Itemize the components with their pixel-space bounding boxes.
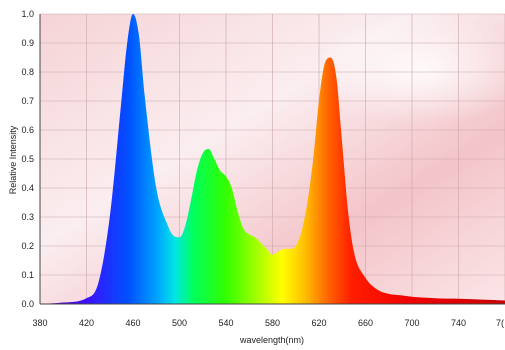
spectrum-area <box>40 14 505 304</box>
x-tick-label: 620 <box>311 318 326 328</box>
y-tick-label: 0.0 <box>21 299 34 309</box>
spectrum-area-layer <box>40 14 505 304</box>
y-tick-label: 0.2 <box>21 241 34 251</box>
x-tick-label: 460 <box>125 318 140 328</box>
x-tick-label: 500 <box>172 318 187 328</box>
x-tick-label: 380 <box>32 318 47 328</box>
y-tick-label: 1.0 <box>21 9 34 19</box>
x-tick-label: 740 <box>451 318 466 328</box>
y-tick-label: 0.1 <box>21 270 34 280</box>
y-tick-label: 0.7 <box>21 96 34 106</box>
x-tick-label: 700 <box>404 318 419 328</box>
y-tick-label: 0.9 <box>21 38 34 48</box>
y-tick-label: 0.3 <box>21 212 34 222</box>
y-tick-label: 0.5 <box>21 154 34 164</box>
background-glare <box>310 15 505 125</box>
y-tick-label: 0.6 <box>21 125 34 135</box>
axes: 0.0 0.1 0.2 0.3 0.4 0.5 0.6 0.7 0.8 0.9 1.0 380 420 4… <box>21 9 505 328</box>
x-tick-label: 540 <box>218 318 233 328</box>
x-tick-label: 580 <box>265 318 280 328</box>
y-tick-label: 0.8 <box>21 67 34 77</box>
x-tick-label: 7( <box>496 318 504 328</box>
y-axis-label: Relative Intensity <box>8 125 18 194</box>
x-tick-label: 420 <box>79 318 94 328</box>
x-tick-label: 660 <box>358 318 373 328</box>
x-axis-label: wavelength(nm) <box>239 335 304 345</box>
y-tick-label: 0.4 <box>21 183 34 193</box>
